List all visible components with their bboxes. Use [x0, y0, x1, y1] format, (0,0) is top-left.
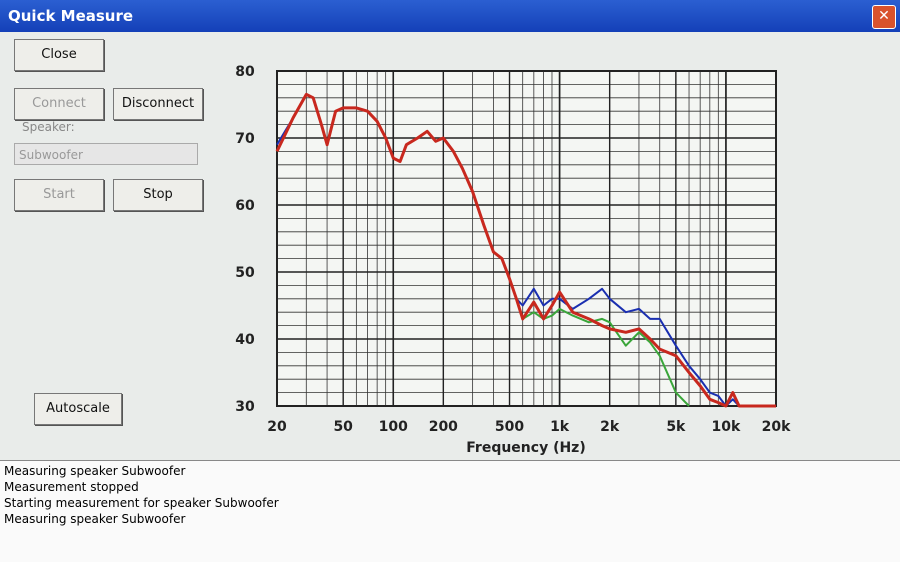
series-line: [275, 92, 776, 408]
log-line: Measuring speaker Subwoofer: [4, 464, 186, 478]
x-tick-label: 500: [495, 419, 524, 435]
y-tick-label: 30: [235, 399, 255, 415]
chart: Frequency (Hz) 30 40 50 60 70 80 20 50 100 200 500…: [235, 64, 791, 456]
x-tick-label: 1k: [550, 419, 570, 435]
x-tick-label: 50: [333, 419, 353, 435]
x-tick-label: 20k: [762, 419, 791, 435]
y-tick-label: 50: [235, 265, 255, 281]
x-tick-label: 5k: [666, 419, 686, 435]
start-button: Start: [14, 179, 104, 211]
log-box: Measuring speaker Subwoofer Measurement s…: [0, 460, 900, 562]
x-tick-label: 20: [267, 419, 287, 435]
y-tick-label: 80: [235, 64, 255, 80]
x-tick-label: 200: [429, 419, 458, 435]
x-tick-label: 2k: [600, 419, 620, 435]
stop-button[interactable]: Stop: [113, 179, 203, 211]
close-button[interactable]: Close: [14, 39, 104, 71]
x-tick-label: 100: [379, 419, 408, 435]
autoscale-button[interactable]: Autoscale: [34, 393, 122, 425]
speaker-combo: Subwoofer: [14, 143, 198, 165]
y-tick-label: 60: [235, 198, 255, 214]
x-tick-label: 10k: [712, 419, 741, 435]
title-bar: Quick Measure ✕: [0, 0, 900, 32]
connect-button: Connect: [14, 88, 104, 120]
log-line: Measuring speaker Subwoofer: [4, 512, 186, 526]
close-x[interactable]: ✕: [872, 5, 896, 29]
disconnect-button[interactable]: Disconnect: [113, 88, 203, 120]
log-line: Measurement stopped: [4, 480, 139, 494]
log-line: Starting measurement for speaker Subwoof…: [4, 496, 279, 510]
window-title: Quick Measure: [8, 7, 134, 25]
y-tick-label: 70: [235, 131, 255, 147]
speaker-label: Speaker:: [22, 120, 75, 134]
y-tick-label: 40: [235, 332, 255, 348]
plot-area: [276, 70, 777, 407]
x-axis-label: Frequency (Hz): [466, 440, 585, 456]
